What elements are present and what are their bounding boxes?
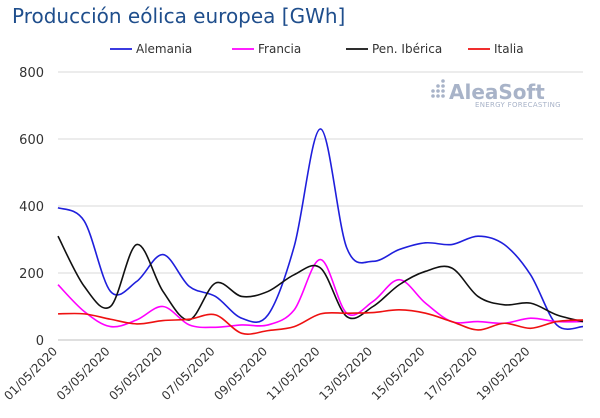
x-tick-label: 09/05/2020: [211, 344, 270, 403]
legend-label-pen-iberica: Pen. Ibérica: [372, 42, 442, 56]
legend-label-francia: Francia: [258, 42, 301, 56]
x-tick-label: 07/05/2020: [159, 344, 218, 403]
y-tick-label: 200: [19, 267, 44, 282]
series-line-francia: [57, 258, 584, 329]
legend-label-alemania: Alemania: [136, 42, 192, 56]
y-axis: 0 200 400 600 800: [19, 66, 44, 349]
y-tick-label: 0: [36, 334, 44, 349]
logo: AleaSoft ENERGY FORECASTING: [431, 79, 561, 109]
legend-label-italia: Italia: [494, 42, 524, 56]
y-tick-label: 600: [19, 133, 44, 148]
grid: [58, 71, 583, 341]
series-lines: [57, 128, 584, 335]
x-tick-label: 13/05/2020: [316, 344, 375, 403]
x-tick-label: 11/05/2020: [264, 344, 323, 403]
series-line-pen-iberica: [57, 235, 584, 323]
y-tick-label: 400: [19, 200, 44, 215]
legend: Alemania Francia Pen. Ibérica Italia: [110, 42, 524, 56]
x-tick-label: 15/05/2020: [369, 344, 428, 403]
x-axis: 01/05/202003/05/202005/05/202007/05/2020…: [1, 344, 532, 403]
x-tick-label: 03/05/2020: [54, 344, 113, 403]
logo-name: AleaSoft: [449, 80, 545, 104]
x-tick-label: 05/05/2020: [106, 344, 165, 403]
logo-tagline: ENERGY FORECASTING: [475, 101, 561, 109]
chart-title: Producción eólica europea [GWh]: [12, 4, 346, 28]
logo-dots-icon: [431, 79, 445, 98]
y-tick-label: 800: [19, 66, 44, 81]
x-tick-label: 01/05/2020: [1, 344, 60, 403]
series-line-italia: [57, 309, 584, 335]
x-tick-label: 17/05/2020: [421, 344, 480, 403]
x-tick-label: 19/05/2020: [474, 344, 533, 403]
series-line-alemania: [57, 128, 584, 330]
